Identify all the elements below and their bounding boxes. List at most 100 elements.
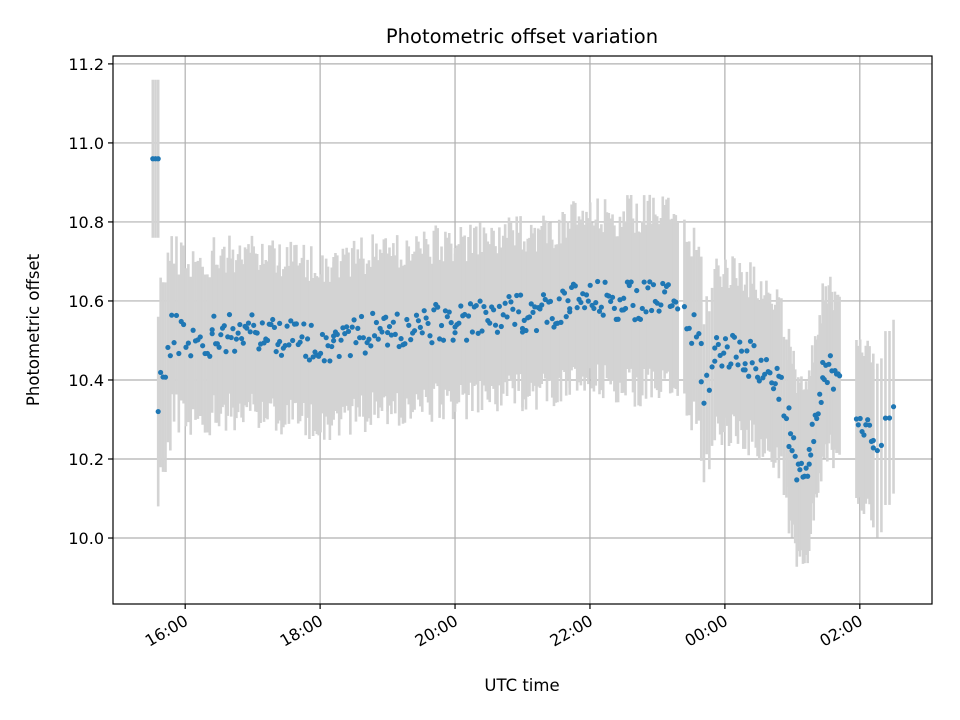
data-point [806, 446, 812, 453]
data-point [645, 285, 651, 291]
data-point [866, 422, 873, 428]
data-point [504, 314, 510, 320]
data-point [492, 322, 499, 328]
data-point [402, 341, 408, 347]
data-point [744, 348, 750, 354]
data-point [516, 309, 522, 315]
data-point [251, 322, 257, 328]
data-point [805, 473, 811, 479]
data-point [188, 353, 194, 359]
data-point [791, 435, 797, 441]
data-point [233, 336, 239, 342]
data-point [753, 366, 759, 372]
data-point [698, 340, 704, 347]
data-point [415, 318, 422, 324]
data-point [216, 344, 222, 350]
data-point [689, 340, 695, 346]
data-point [512, 321, 518, 327]
data-point [508, 299, 514, 305]
data-point [709, 364, 715, 370]
data-point [561, 290, 568, 296]
data-point [284, 323, 290, 329]
data-point [362, 350, 368, 356]
plot-frame [112, 55, 933, 605]
data-point [413, 312, 420, 318]
data-point [770, 386, 777, 392]
data-point [375, 336, 381, 342]
data-point [574, 305, 580, 311]
data-point [452, 330, 458, 336]
data-point [639, 305, 645, 312]
data-point [637, 316, 644, 322]
data-point [615, 316, 621, 322]
data-point [448, 320, 454, 326]
data-point [681, 304, 688, 310]
data-point [706, 387, 712, 393]
data-point [317, 350, 324, 356]
data-point [578, 299, 584, 306]
data-point [882, 415, 889, 421]
data-point [514, 292, 520, 299]
data-point [481, 303, 487, 310]
data-point [167, 353, 173, 359]
data-point [473, 302, 479, 309]
data-point [370, 310, 376, 316]
x-axis-label: UTC time [484, 676, 559, 695]
data-point [446, 309, 452, 315]
data-point [650, 282, 657, 288]
data-point [634, 287, 640, 294]
data-point [254, 330, 260, 336]
data-point [408, 337, 414, 343]
data-point [384, 329, 391, 336]
data-point [162, 374, 169, 380]
data-point [238, 335, 245, 342]
data-point [444, 314, 450, 320]
data-point [299, 334, 305, 340]
data-point [327, 358, 333, 364]
data-point [595, 278, 601, 285]
data-point [502, 300, 508, 306]
data-point [308, 322, 314, 328]
data-point [169, 312, 175, 318]
data-point [870, 445, 876, 451]
data-point [786, 405, 792, 411]
data-point [608, 298, 614, 305]
data-point [390, 319, 396, 325]
data-point [721, 350, 727, 356]
y-tick-label: 10.4 [68, 371, 104, 390]
data-point [277, 338, 283, 345]
data-point [200, 343, 206, 349]
data-point [271, 324, 278, 331]
data-point [171, 340, 177, 346]
data-point [836, 373, 843, 379]
data-point [789, 448, 795, 454]
y-tick-label: 11.2 [68, 55, 104, 74]
data-point [713, 335, 720, 341]
data-point [593, 300, 599, 306]
data-point [498, 323, 504, 330]
data-point [158, 369, 164, 376]
data-point [259, 320, 265, 326]
data-point [357, 335, 363, 341]
data-point [190, 327, 196, 333]
data-point [464, 337, 470, 343]
data-point [506, 293, 512, 300]
data-point [347, 352, 353, 359]
data-point [373, 319, 380, 326]
data-point [467, 301, 474, 307]
data-point [383, 314, 389, 320]
data-point [827, 353, 833, 359]
y-tick-label: 10.6 [68, 292, 104, 311]
data-point [450, 337, 456, 343]
data-point [490, 307, 497, 313]
data-point [223, 349, 229, 355]
data-point [440, 337, 447, 343]
data-point [870, 437, 876, 444]
data-point [704, 372, 710, 378]
data-point [658, 302, 664, 308]
data-point [235, 330, 241, 336]
data-point [735, 362, 741, 368]
data-point [628, 279, 634, 285]
data-point [456, 320, 462, 326]
data-point [787, 431, 794, 437]
